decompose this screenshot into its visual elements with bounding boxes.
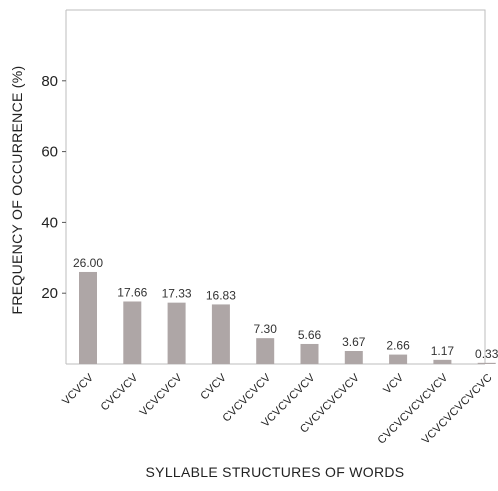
bar: [433, 359, 452, 364]
bar: [79, 271, 97, 364]
data-label: 17.66: [117, 285, 147, 299]
data-label: 1.17: [431, 344, 455, 358]
data-label: 0.33: [475, 347, 498, 361]
bars: [79, 271, 496, 364]
y-tick-label: 40: [41, 214, 58, 231]
bar: [256, 338, 275, 364]
labels: 2040608026.00VCVCV17.66CVCVCV17.33VCVCVC…: [41, 73, 498, 447]
bar: [344, 351, 363, 364]
x-tick-label: CVCVCV: [99, 371, 141, 413]
y-axis-title: FREQUENCY OF OCCURRENCE (%): [9, 66, 25, 315]
y-tick-label: 80: [41, 73, 58, 90]
x-tick-label: VCVCV: [60, 371, 96, 407]
x-axis-title: SYLLABLE STRUCTURES OF WORDS: [146, 464, 405, 480]
y-tick-label: 20: [41, 285, 58, 302]
x-tick-label: VCVCVCV: [138, 371, 185, 418]
bar: [123, 301, 142, 364]
bar: [211, 304, 230, 364]
data-label: 26.00: [73, 256, 103, 270]
x-tick-label: CVCV: [198, 371, 229, 402]
x-tick-label: VCV: [381, 371, 406, 396]
data-label: 2.66: [386, 339, 410, 353]
bar: [167, 302, 186, 364]
data-label: 16.83: [206, 288, 236, 302]
bar: [477, 362, 496, 364]
bar: [300, 343, 319, 364]
data-label: 7.30: [254, 322, 278, 336]
data-label: 17.33: [162, 287, 192, 301]
data-label: 5.66: [298, 328, 322, 342]
bar: [389, 354, 408, 364]
plot-frame: [66, 9, 486, 364]
y-tick-label: 60: [41, 144, 58, 161]
data-label: 3.67: [342, 335, 366, 349]
